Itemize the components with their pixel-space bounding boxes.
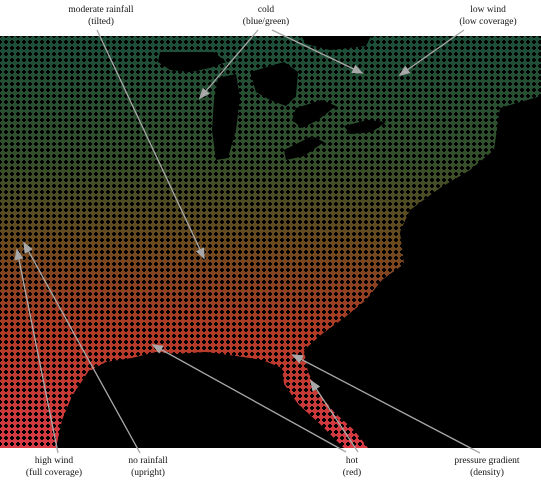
label-moderate-rainfall-title: moderate rainfall bbox=[68, 4, 134, 15]
arrow-low-wind-head bbox=[398, 65, 411, 77]
label-no-rainfall-title: no rainfall bbox=[128, 455, 168, 466]
arrow-hot-left bbox=[151, 344, 347, 453]
arrow-high-wind bbox=[14, 248, 59, 454]
arrow-cold-right-head bbox=[351, 64, 364, 74]
arrow-cold-left bbox=[198, 29, 259, 100]
arrow-pressure-gradient bbox=[291, 354, 481, 454]
label-hot-note: (red) bbox=[343, 467, 361, 478]
label-pressure-gradient-note: (density) bbox=[470, 467, 504, 478]
arrow-moderate-rainfall-head bbox=[195, 247, 205, 260]
label-pressure-gradient: pressure gradient (density) bbox=[454, 456, 520, 478]
label-high-wind: high wind (full coverage) bbox=[26, 456, 82, 478]
label-low-wind-title: low wind bbox=[470, 5, 506, 15]
label-cold-note: (blue/green) bbox=[243, 16, 289, 27]
arrow-cold-left-head bbox=[198, 87, 210, 100]
arrow-moderate-rainfall bbox=[96, 29, 205, 260]
label-cold-title: cold bbox=[258, 5, 275, 15]
label-hot: hot (red) bbox=[343, 456, 361, 478]
arrow-high-wind-head bbox=[14, 248, 24, 261]
arrow-no-rainfall-head bbox=[23, 241, 33, 254]
label-high-wind-title: high wind bbox=[35, 456, 74, 466]
label-no-rainfall-note: (upright) bbox=[131, 467, 165, 478]
arrow-no-rainfall bbox=[23, 241, 141, 454]
arrow-low-wind bbox=[398, 29, 465, 77]
arrow-hot-right bbox=[310, 379, 359, 453]
label-hot-title: hot bbox=[346, 456, 359, 466]
label-pressure-gradient-title: pressure gradient bbox=[454, 456, 520, 466]
label-high-wind-note: (full coverage) bbox=[26, 467, 82, 478]
arrow-hot-left-head bbox=[151, 344, 164, 354]
label-cold: cold (blue/green) bbox=[243, 5, 289, 27]
label-moderate-rainfall-note: (tilted) bbox=[88, 16, 114, 27]
label-low-wind: low wind (low coverage) bbox=[459, 5, 516, 27]
label-no-rainfall: no rainfall (upright) bbox=[128, 455, 168, 478]
arrow-pressure-gradient-head bbox=[291, 354, 304, 364]
arrow-cold-right bbox=[271, 29, 364, 74]
label-moderate-rainfall: moderate rainfall (tilted) bbox=[68, 4, 134, 27]
glyph-field bbox=[0, 36, 541, 448]
arrow-hot-right-head bbox=[310, 379, 321, 392]
label-low-wind-note: (low coverage) bbox=[459, 16, 516, 27]
